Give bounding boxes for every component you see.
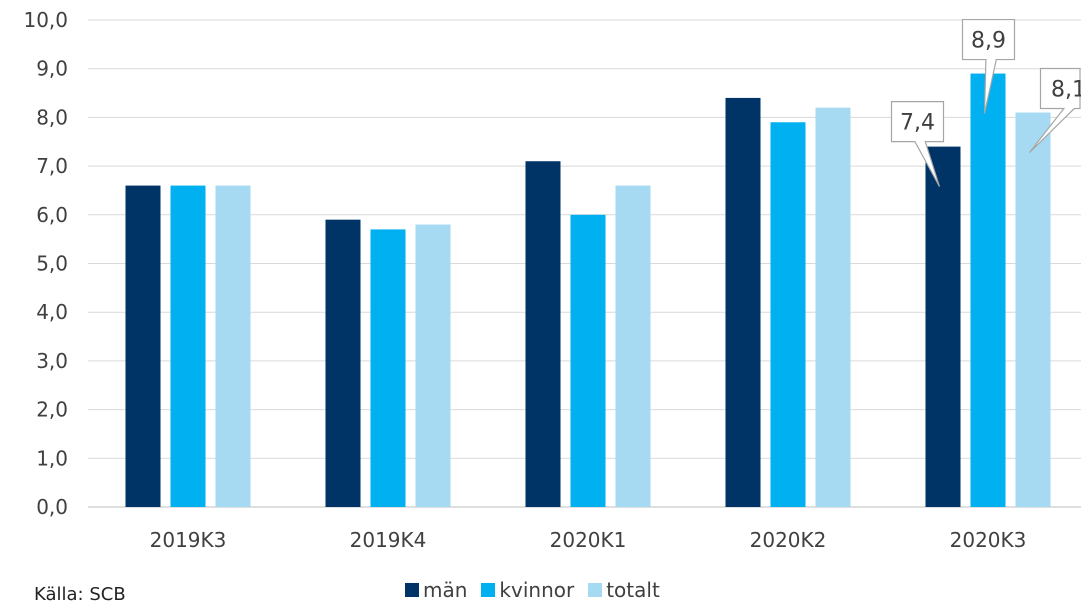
y-tick-label: 2,0 [36, 398, 68, 422]
legend-item-totalt: totalt [588, 578, 660, 602]
y-tick-label: 5,0 [36, 252, 68, 276]
legend-swatch-kvinnor [481, 583, 495, 597]
y-tick-label: 7,0 [36, 154, 68, 178]
data-label-totalt: 8,1 [1051, 78, 1081, 103]
bar-2020K3-kvinnor [971, 74, 1006, 507]
y-tick-label: 3,0 [36, 349, 68, 373]
x-tick-label: 2020K3 [950, 528, 1027, 552]
legend-swatch-man [405, 583, 419, 597]
y-axis-ticks: 0,0 1,0 2,0 3,0 4,0 5,0 6,0 7,0 8,0 9,0 10,0 [23, 8, 68, 519]
y-tick-label: 6,0 [36, 203, 68, 227]
bar-2020K1-kvinnor [571, 215, 606, 507]
bar-2020K1-totalt [616, 186, 651, 507]
legend-label-man: män [423, 578, 467, 602]
y-tick-label: 10,0 [23, 8, 68, 32]
x-tick-label: 2020K2 [750, 528, 827, 552]
x-tick-label: 2020K1 [550, 528, 627, 552]
legend-label-totalt: totalt [606, 578, 660, 602]
bar-2020K2-män [726, 98, 761, 507]
bar-2019K3-totalt [216, 186, 251, 507]
x-tick-label: 2019K4 [350, 528, 427, 552]
bar-2020K2-kvinnor [771, 122, 806, 507]
bar-2019K4-kvinnor [371, 229, 406, 507]
y-tick-label: 0,0 [36, 495, 68, 519]
y-tick-label: 1,0 [36, 446, 68, 470]
bar-2019K3-kvinnor [171, 186, 206, 507]
bar-2019K4-totalt [416, 225, 451, 507]
legend-swatch-totalt [588, 583, 602, 597]
source-note: Källa: SCB [34, 584, 126, 605]
y-tick-label: 4,0 [36, 300, 68, 324]
legend-item-kvinnor: kvinnor [481, 578, 574, 602]
legend: män kvinnor totalt [405, 578, 660, 602]
y-tick-label: 8,0 [36, 105, 68, 129]
bar-2019K4-män [326, 220, 361, 507]
bar-2020K1-män [526, 161, 561, 507]
y-tick-label: 9,0 [36, 57, 68, 81]
bar-2019K3-män [126, 186, 161, 507]
bar-2020K3-män [926, 147, 961, 507]
x-tick-label: 2019K3 [150, 528, 227, 552]
x-axis-labels: 2019K3 2019K4 2020K1 2020K2 2020K3 [150, 528, 1027, 552]
legend-item-man: män [405, 578, 467, 602]
bar-2020K2-totalt [816, 108, 851, 507]
data-label-kvinnor: 8,9 [971, 29, 1006, 54]
data-label-män: 7,4 [900, 111, 935, 136]
bar-2020K3-totalt [1016, 113, 1051, 507]
bar-chart: 0,0 1,0 2,0 3,0 4,0 5,0 6,0 7,0 8,0 9,0 10,0 2019K… [0, 0, 1081, 580]
legend-label-kvinnor: kvinnor [499, 578, 574, 602]
